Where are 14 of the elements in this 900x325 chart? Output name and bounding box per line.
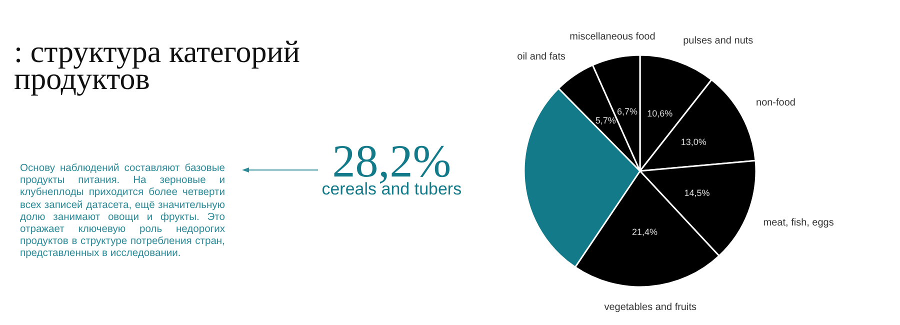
- slice-label: meat, fish, eggs: [763, 218, 834, 229]
- text: Основу наблюдений составляют базовые продукты питания. На зерновые и клубнеплоды приходится более четверти всех записей датасета, ещё значительную долю занимают овощи и фрукты. Это отражает ключевую роль недорогих продуктов в структуре потребления стран, представленных в исследовании.: [20, 163, 225, 261]
- slice-label: vegetables and fruits: [604, 302, 696, 314]
- slice-label: oil and fats: [517, 52, 566, 63]
- text: : структура категорий продуктов: [14, 34, 301, 96]
- data-label: 5,7%: [595, 116, 616, 126]
- slice-label: pulses and nuts: [683, 36, 754, 47]
- data-label: 14,5%: [684, 188, 710, 198]
- slice-label: non-food: [756, 98, 796, 109]
- slice-label: miscellaneous food: [570, 31, 656, 42]
- data-label: 13,0%: [680, 136, 706, 147]
- data-label: 6,7%: [617, 106, 638, 116]
- data-label: 21,4%: [632, 226, 658, 237]
- data-label: 10,6%: [647, 108, 673, 118]
